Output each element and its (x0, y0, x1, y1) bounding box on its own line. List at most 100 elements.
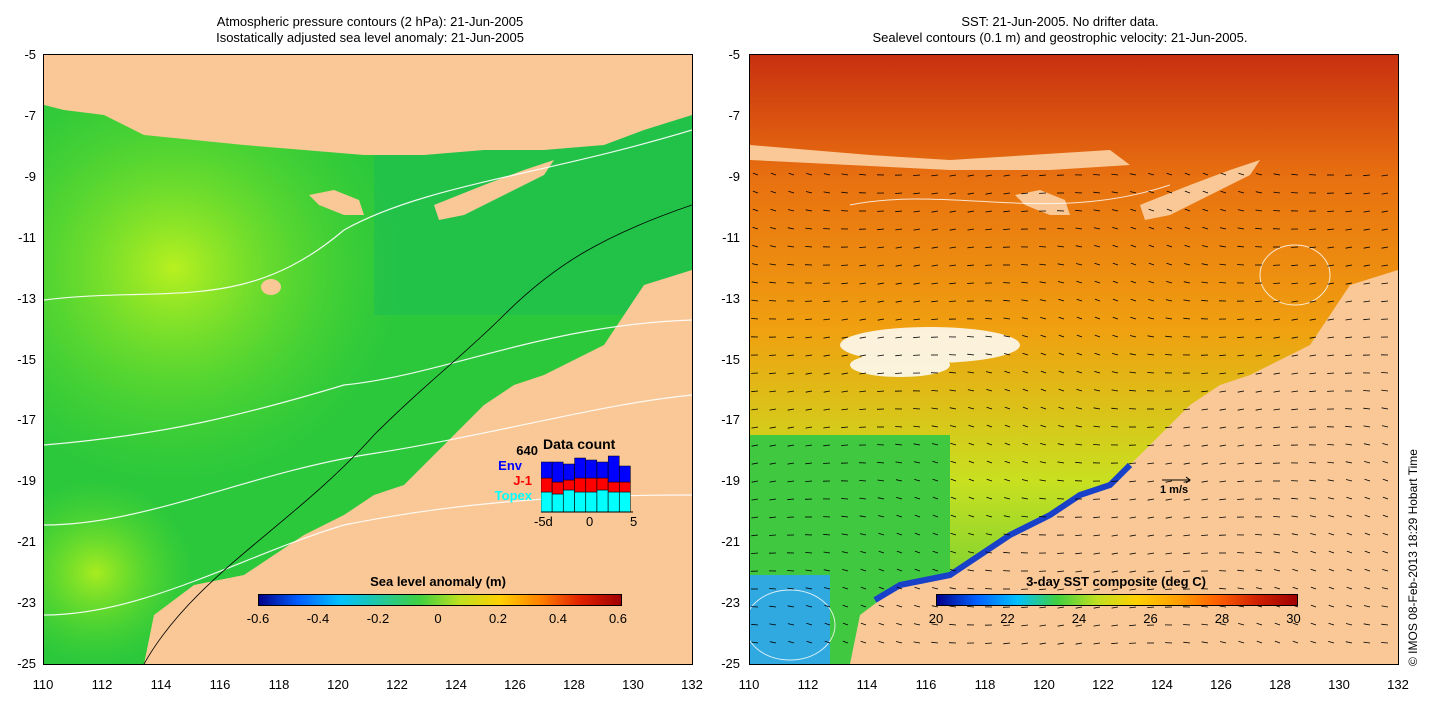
velocity-arrow (1255, 209, 1263, 212)
velocity-arrow (859, 246, 867, 248)
velocity-arrow (1111, 426, 1119, 428)
velocity-arrow (949, 605, 957, 608)
velocity-arrow (1130, 191, 1137, 194)
y-tick-label: -13 (721, 290, 740, 306)
velocity-arrow (950, 550, 957, 554)
velocity-arrow (986, 515, 993, 518)
velocity-arrow (895, 479, 903, 482)
hist-tick-5: 5 (630, 514, 638, 529)
velocity-arrow (967, 228, 975, 231)
hist-tick-0: 0 (586, 514, 594, 529)
velocity-arrow (1147, 317, 1155, 320)
velocity-arrow (1381, 228, 1389, 231)
velocity-arrow (1022, 442, 1029, 446)
velocity-arrow (1165, 534, 1173, 537)
velocity-arrow (1345, 264, 1353, 267)
velocity-arrow (1309, 336, 1317, 339)
velocity-arrow (1327, 228, 1335, 231)
velocity-arrow (751, 299, 759, 302)
velocity-arrow (841, 300, 849, 303)
velocity-arrow (1183, 390, 1191, 392)
velocity-arrow (1076, 352, 1083, 356)
velocity-arrow (1165, 444, 1173, 447)
velocity-arrow (1076, 263, 1083, 266)
velocity-arrow (895, 443, 903, 446)
velocity-arrow (859, 372, 867, 375)
velocity-arrow (985, 533, 993, 536)
y-tick-label: -19 (721, 473, 740, 489)
velocity-arrow (1094, 245, 1101, 248)
velocity-arrow (824, 587, 831, 590)
velocity-arrow (1255, 354, 1263, 357)
velocity-arrow (1237, 245, 1245, 248)
velocity-arrow (1291, 408, 1299, 411)
velocity-arrow (1003, 551, 1011, 554)
velocity-arrow (859, 533, 867, 536)
velocity-arrow (752, 172, 759, 176)
velocity-arrow (1255, 300, 1263, 302)
velocity-arrow (1273, 551, 1281, 554)
velocity-arrow (1274, 622, 1281, 626)
australia-landmass (144, 270, 692, 664)
velocity-arrow (1255, 534, 1263, 536)
velocity-arrow (769, 354, 777, 356)
histogram-bar (563, 463, 575, 481)
velocity-arrow (914, 568, 921, 572)
velocity-arrow (985, 353, 993, 356)
velocity-arrow (1039, 246, 1047, 248)
velocity-arrow (1076, 388, 1083, 392)
velocity-arrow (932, 568, 939, 572)
velocity-arrow (1256, 173, 1263, 176)
x-tick-label: 124 (445, 677, 467, 692)
velocity-arrow (1148, 244, 1155, 248)
velocity-arrow (752, 245, 759, 248)
velocity-arrow (1238, 640, 1245, 644)
velocity-arrow (788, 209, 795, 212)
velocity-arrow (1004, 497, 1011, 500)
velocity-arrow (1076, 280, 1083, 284)
velocity-arrow (1363, 282, 1371, 285)
velocity-arrow (1112, 316, 1119, 320)
velocity-arrow (1021, 642, 1029, 645)
velocity-arrow (823, 173, 831, 176)
velocity-arrow (1075, 443, 1083, 446)
velocity-arrow (1219, 282, 1227, 284)
velocity-arrow (1130, 226, 1137, 230)
velocity-arrow (914, 605, 921, 608)
velocity-arrow (859, 336, 867, 339)
velocity-arrow (1381, 174, 1389, 177)
velocity-arrow (1273, 516, 1281, 518)
velocity-arrow (914, 532, 921, 536)
velocity-arrow (769, 534, 777, 536)
velocity-arrow (1219, 263, 1227, 266)
velocity-arrow (1381, 246, 1389, 249)
velocity-arrow (1040, 370, 1047, 374)
velocity-arrow (878, 532, 885, 536)
velocity-arrow (787, 372, 795, 375)
velocity-arrow (985, 588, 993, 590)
velocity-arrow (1166, 190, 1173, 194)
velocity-arrow (1003, 228, 1011, 230)
velocity-arrow (1273, 426, 1281, 429)
velocity-arrow (1057, 263, 1065, 266)
velocity-arrow (1219, 498, 1227, 501)
velocity-arrow (1381, 642, 1389, 644)
velocity-arrow (1201, 263, 1209, 266)
velocity-arrow (841, 426, 849, 429)
velocity-arrow (1309, 372, 1317, 375)
x-tick-label: 120 (1033, 677, 1055, 692)
velocity-arrow (1165, 335, 1173, 338)
velocity-arrow (985, 335, 993, 338)
velocity-arrow (1364, 587, 1371, 590)
velocity-arrow (1273, 372, 1281, 375)
velocity-arrow (913, 300, 921, 303)
velocity-arrow (805, 605, 813, 608)
velocity-arrow (841, 318, 849, 321)
velocity-arrow (1112, 334, 1119, 338)
velocity-arrow (1363, 246, 1371, 249)
velocity-arrow (1004, 406, 1011, 410)
x-tick-label: 112 (797, 677, 819, 692)
velocity-arrow (967, 353, 975, 356)
velocity-arrow (860, 551, 867, 554)
velocity-arrow (1111, 389, 1119, 392)
